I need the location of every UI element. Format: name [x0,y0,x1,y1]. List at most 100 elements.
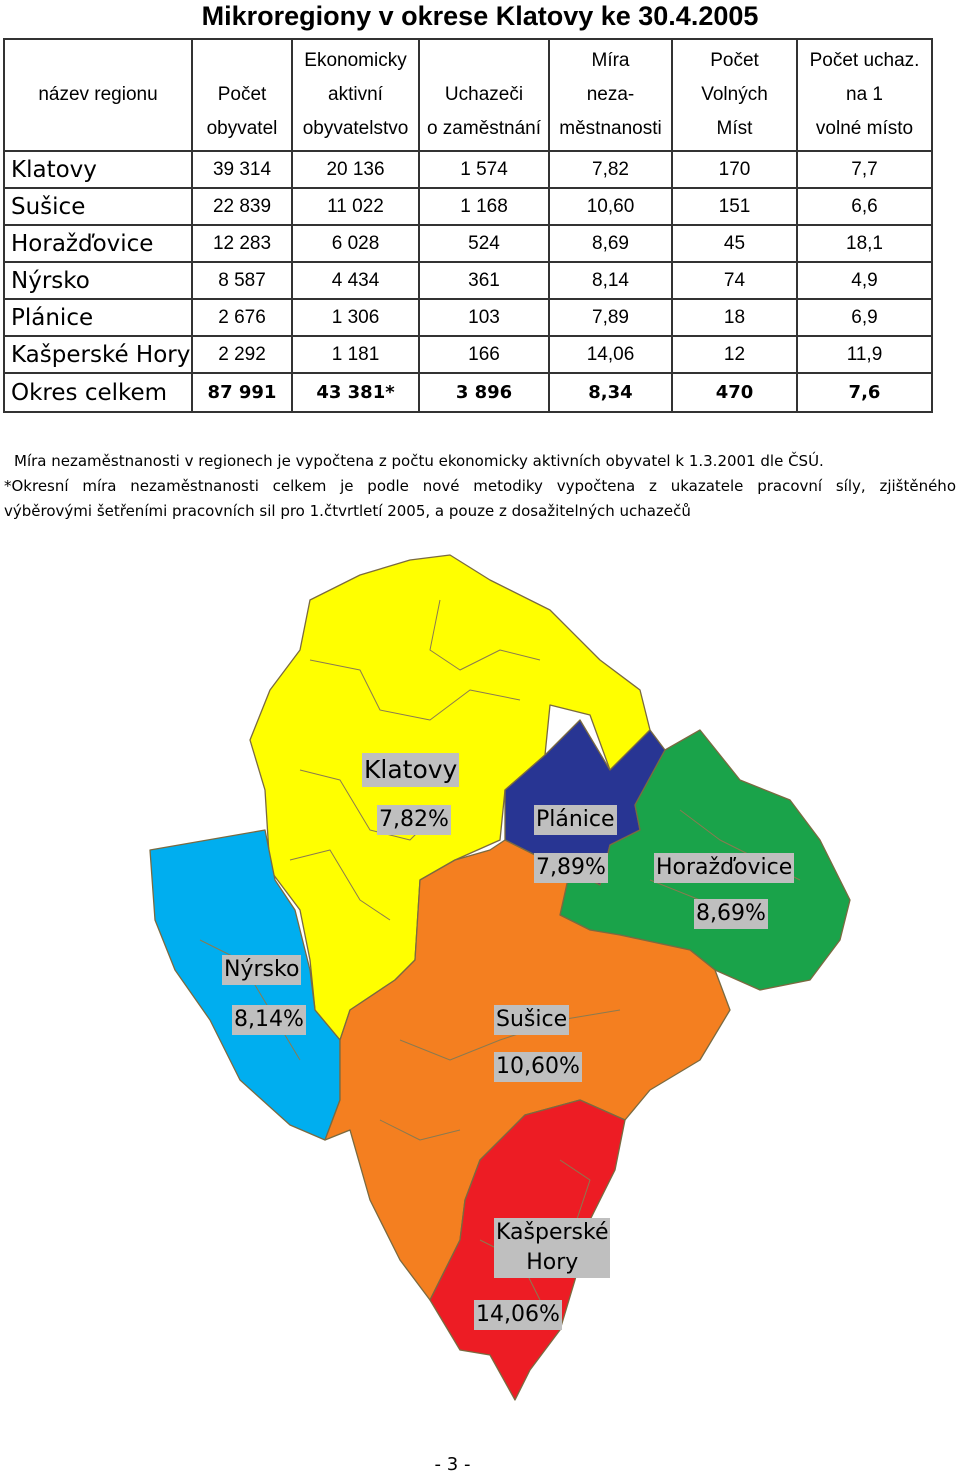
value-cell: 11,9 [796,335,933,374]
header-line [420,44,548,78]
header-cell-5: Počet Volných Míst [671,38,798,152]
header-line: Volných [701,84,768,105]
value-cell: 74 [671,261,798,300]
header-line: obyvatelstvo [302,118,409,139]
header-line: na 1 [846,84,883,105]
value-cell: 45 [671,224,798,263]
map-label-kasperske-hory: Kašperské Hory [494,1218,611,1278]
region-name-cell: Kašperské Hory [3,335,193,374]
value-cell: 170 [671,150,798,189]
table-row: Horažďovice 12 283 6 028 524 8,69 45 18,1 [3,224,933,263]
value-cell: 18,1 [796,224,933,263]
total-label-cell: Okres celkem [3,372,193,413]
map-label-susice: Sušice [494,1005,570,1035]
header-cell-4: Míra neza-městnanosti [548,38,673,152]
map-rate-kasperske-hory: 14,06% [474,1300,562,1330]
value-cell: 6,9 [796,298,933,337]
total-value-cell: 87 991 [191,372,293,413]
total-value-cell: 3 896 [418,372,550,413]
total-value-cell: 8,34 [548,372,673,413]
region-name-cell: Plánice [3,298,193,337]
map-rate-klatovy: 7,82% [377,805,451,835]
notes: Míra nezaměstnanosti v regionech je vypo… [4,449,956,524]
region-name-cell: Sušice [3,187,193,226]
header-line: Uchazeči [444,84,524,105]
table-row: Nýrsko 8 587 4 434 361 8,14 74 4,9 [3,261,933,300]
header-line [193,44,291,78]
table-total-row: Okres celkem 87 991 43 381* 3 896 8,34 470 7,6 [3,372,933,413]
total-value-cell: 43 381* [291,372,420,413]
value-cell: 151 [671,187,798,226]
map-rate-horazdovice: 8,69% [694,899,768,929]
value-cell: 361 [418,261,550,300]
table-row: Kašperské Hory 2 292 1 181 166 14,06 12 11,9 [3,335,933,374]
header-line [5,112,191,146]
page-number: - 3 - [434,1454,471,1475]
note-district-method: *Okresní míra nezaměstnanosti celkem je … [4,477,956,495]
value-cell: 6,6 [796,187,933,226]
map-label-planice: Plánice [534,805,617,835]
value-cell: 12 [671,335,798,374]
map-label-nyrsko: Nýrsko [222,955,302,985]
value-cell: 22 839 [191,187,293,226]
value-cell: 1 306 [291,298,420,337]
header-line: městnanosti [559,118,662,139]
header-line: aktivní [328,84,383,105]
table-row: Plánice 2 676 1 306 103 7,89 18 6,9 [3,298,933,337]
value-cell: 2 676 [191,298,293,337]
header-cell-6: Počet uchaz. na 1 volné místo [796,38,933,152]
header-line: Míst [716,118,753,139]
page-title: Mikroregiony v okrese Klatovy ke 30.4.20… [201,1,759,31]
map-rate-nyrsko: 8,14% [232,1005,306,1035]
header-line: Počet uchaz. [809,50,920,71]
header-cell-1: Počet obyvatel [191,38,293,152]
value-cell: 10,60 [548,187,673,226]
header-line: Počet [710,50,759,71]
map-label-kasperske-hory-line1: Kašperské [496,1220,609,1245]
map-label-horazdovice: Horažďovice [654,853,795,883]
value-cell: 12 283 [191,224,293,263]
map-label-klatovy: Klatovy [362,753,460,787]
value-cell: 7,89 [548,298,673,337]
value-cell: 18 [671,298,798,337]
value-cell: 2 292 [191,335,293,374]
header-line: název regionu [38,84,158,105]
total-value-cell: 470 [671,372,798,413]
value-cell: 103 [418,298,550,337]
value-cell: 8 587 [191,261,293,300]
header-cell-0: název regionu [3,38,193,152]
value-cell: 6 028 [291,224,420,263]
value-cell: 1 181 [291,335,420,374]
total-value-cell: 7,6 [796,372,933,413]
value-cell: 1 168 [418,187,550,226]
table-row: Klatovy 39 314 20 136 1 574 7,82 170 7,7 [3,150,933,189]
value-cell: 4,9 [796,261,933,300]
region-name-cell: Horažďovice [3,224,193,263]
value-cell: 166 [418,335,550,374]
region-name-cell: Nýrsko [3,261,193,300]
header-line: Počet [217,84,267,105]
value-cell: 7,82 [548,150,673,189]
table-row: Sušice 22 839 11 022 1 168 10,60 151 6,6 [3,187,933,226]
value-cell: 39 314 [191,150,293,189]
header-line: obyvatel [206,118,278,139]
header-line: Ekonomicky [304,50,407,71]
header-line: neza- [586,84,635,105]
table-header-row: název regionu Počet obyvatel Ekonomicky akt… [3,38,933,152]
value-cell: 20 136 [291,150,420,189]
value-cell: 8,14 [548,261,673,300]
header-cell-2: Ekonomicky aktivní obyvatelstvo [291,38,420,152]
value-cell: 7,7 [796,150,933,189]
regions-table: název regionu Počet obyvatel Ekonomicky akt… [3,38,933,413]
header-line: volné místo [815,118,914,139]
header-line [5,44,191,78]
map-rate-susice: 10,60% [494,1052,582,1082]
value-cell: 1 574 [418,150,550,189]
header-line: Míra [591,50,630,71]
header-line: o zaměstnání [426,118,542,139]
value-cell: 4 434 [291,261,420,300]
map-label-kasperske-hory-line2: Hory [526,1250,579,1275]
value-cell: 14,06 [548,335,673,374]
region-name-cell: Klatovy [3,150,193,189]
value-cell: 8,69 [548,224,673,263]
